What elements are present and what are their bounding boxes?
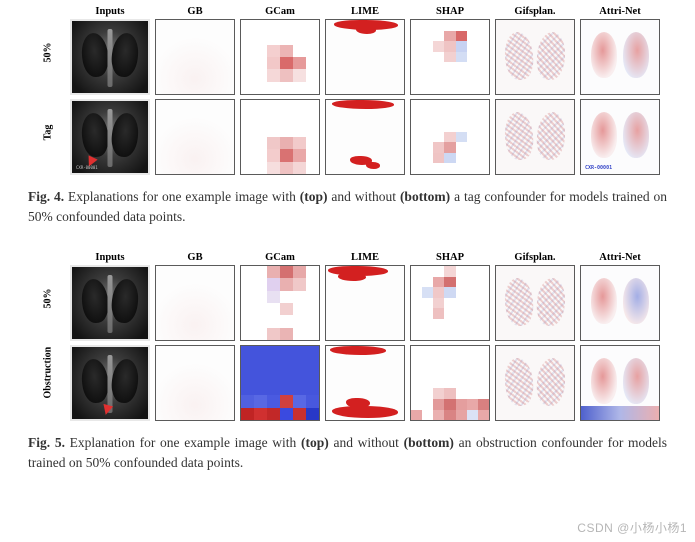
caption-text: Explanations for one example image with xyxy=(68,189,296,204)
gb-panel xyxy=(155,99,235,175)
shap-panel xyxy=(410,99,490,175)
col-lime: LIME xyxy=(325,252,405,263)
shap-panel xyxy=(410,19,490,95)
input-xray xyxy=(70,265,150,341)
figure-5-cells: Inputs GB GCam LIME SHAP Gifsplan. Attri… xyxy=(70,252,660,425)
column-headers: Inputs GB GCam LIME SHAP Gifsplan. Attri… xyxy=(70,252,660,263)
gb-panel xyxy=(155,19,235,95)
col-inputs: Inputs xyxy=(70,6,150,17)
confounder-arrow-icon xyxy=(101,404,113,416)
side-label-50: 50% xyxy=(43,33,54,73)
caption-text: and without xyxy=(331,189,396,204)
side-label-50: 50% xyxy=(43,279,54,319)
col-lime: LIME xyxy=(325,6,405,17)
caption-bold-bottom: (bottom) xyxy=(400,189,450,204)
col-gcam: GCam xyxy=(240,252,320,263)
caption-prefix: Fig. 5. xyxy=(28,435,65,450)
figure-4-caption: Fig. 4. Explanations for one example ima… xyxy=(28,187,667,226)
col-gcam: GCam xyxy=(240,6,320,17)
figure-5-caption: Fig. 5. Explanation for one example imag… xyxy=(28,433,667,472)
gb-panel xyxy=(155,345,235,421)
col-gb: GB xyxy=(155,252,235,263)
tag-text: CXR-00001 xyxy=(76,165,98,170)
col-gb: GB xyxy=(155,6,235,17)
figure-5-side-labels: 50% Obstruction xyxy=(28,259,68,419)
input-xray: CXR-00001 xyxy=(70,99,150,175)
fig5-row-1 xyxy=(70,345,660,421)
gb-panel xyxy=(155,265,235,341)
attrinet-panel xyxy=(580,265,660,341)
gcam-panel xyxy=(240,99,320,175)
shap-panel xyxy=(410,345,490,421)
caption-bold-top: (top) xyxy=(301,435,329,450)
gifsplan-panel xyxy=(495,99,575,175)
gcam-panel xyxy=(240,19,320,95)
fig4-row-1: CXR-00001 CXR-00001 xyxy=(70,99,660,175)
col-gifsplan: Gifsplan. xyxy=(495,6,575,17)
figure-4-cells: Inputs GB GCam LIME SHAP Gifsplan. Attri… xyxy=(70,6,660,179)
col-gifsplan: Gifsplan. xyxy=(495,252,575,263)
col-attrinet: Attri-Net xyxy=(580,6,660,17)
side-label-tag: Tag xyxy=(43,113,54,153)
input-xray xyxy=(70,345,150,421)
attrinet-panel xyxy=(580,19,660,95)
caption-text: and without xyxy=(333,435,398,450)
attrinet-panel xyxy=(580,345,660,421)
caption-prefix: Fig. 4. xyxy=(28,189,64,204)
gcam-panel xyxy=(240,265,320,341)
column-headers: Inputs GB GCam LIME SHAP Gifsplan. Attri… xyxy=(70,6,660,17)
caption-bold-top: (top) xyxy=(300,189,328,204)
lime-panel xyxy=(325,99,405,175)
input-xray xyxy=(70,19,150,95)
col-shap: SHAP xyxy=(410,252,490,263)
fig5-row-0 xyxy=(70,265,660,341)
lime-panel xyxy=(325,345,405,421)
col-shap: SHAP xyxy=(410,6,490,17)
watermark: CSDN @小杨小杨1 xyxy=(577,519,687,536)
figure-4-grid: 50% Tag Inputs GB GCam LIME SHAP Gifspla… xyxy=(28,6,667,179)
gifsplan-panel xyxy=(495,265,575,341)
gifsplan-panel xyxy=(495,345,575,421)
attrinet-panel: CXR-00001 xyxy=(580,99,660,175)
gifsplan-panel xyxy=(495,19,575,95)
col-attrinet: Attri-Net xyxy=(580,252,660,263)
caption-bold-bottom: (bottom) xyxy=(404,435,454,450)
col-inputs: Inputs xyxy=(70,252,150,263)
figure-4: 50% Tag Inputs GB GCam LIME SHAP Gifspla… xyxy=(28,6,667,226)
figure-5: 50% Obstruction Inputs GB GCam LIME SHAP… xyxy=(28,252,667,472)
gcam-panel xyxy=(240,345,320,421)
figure-5-grid: 50% Obstruction Inputs GB GCam LIME SHAP… xyxy=(28,252,667,425)
lime-panel xyxy=(325,19,405,95)
shap-panel xyxy=(410,265,490,341)
fig4-row-0 xyxy=(70,19,660,95)
caption-text: Explanation for one example image with xyxy=(70,435,297,450)
side-label-obstruction: Obstruction xyxy=(43,359,54,399)
lime-panel xyxy=(325,265,405,341)
figure-4-side-labels: 50% Tag xyxy=(28,13,68,173)
